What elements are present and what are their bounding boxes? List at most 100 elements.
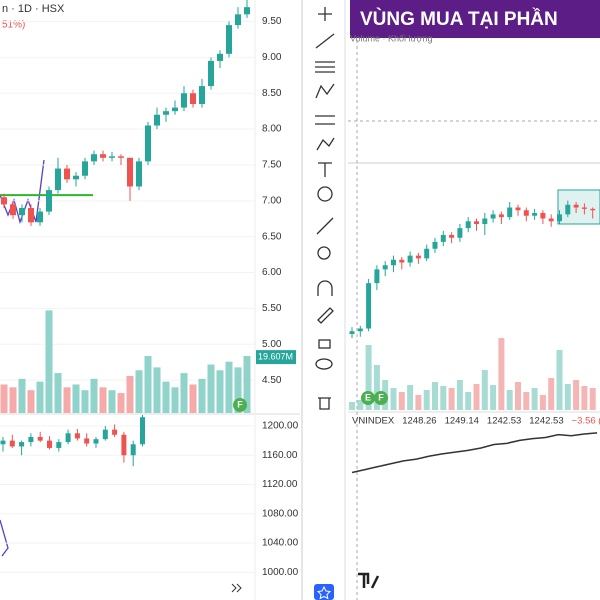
candle-body [217, 53, 223, 61]
candle-body [532, 213, 538, 216]
draw-mode-tool[interactable] [317, 307, 334, 324]
volume-bar [556, 350, 563, 410]
pattern-tool[interactable] [315, 83, 335, 99]
volume-bar [72, 384, 80, 413]
candle-body [366, 283, 372, 329]
candle-body [581, 207, 587, 209]
volume-bar [490, 385, 497, 410]
candle-body [349, 331, 355, 334]
candle-body [37, 211, 43, 223]
scroll-button[interactable] [231, 583, 242, 593]
candle-body [64, 168, 70, 180]
candle-body [55, 168, 61, 191]
candle-body [498, 214, 504, 218]
candle-body [163, 111, 169, 115]
zoom-tool[interactable] [317, 246, 331, 260]
volume-label-bg [256, 350, 296, 365]
candle-body [507, 207, 513, 218]
volume-bar [45, 310, 53, 413]
volume-bar [432, 382, 438, 410]
volume-bar [373, 365, 380, 410]
candle-body [357, 328, 363, 332]
volume-bar [456, 380, 463, 410]
banner [350, 0, 600, 38]
visibility-tool[interactable] [315, 358, 333, 370]
candle-body [0, 440, 6, 445]
volume-bar [81, 390, 89, 413]
candle-body [208, 60, 214, 87]
volume-bar [481, 370, 488, 410]
volume-bar [349, 402, 355, 410]
candle-body [37, 436, 43, 441]
candle-body [490, 214, 496, 219]
candle-body [424, 248, 430, 259]
ruler-tool[interactable] [316, 217, 334, 235]
crosshair-tool[interactable] [318, 7, 332, 21]
candle-body [145, 125, 151, 162]
volume-bar [515, 382, 521, 410]
volume-bar [506, 390, 513, 410]
volume-bar [144, 356, 152, 413]
volume-bar [548, 378, 555, 410]
candle-body [457, 228, 463, 238]
ohlc-text: VNINDEX [352, 416, 395, 427]
y-tick-label: 6.00 [262, 267, 282, 278]
candle-body [19, 208, 25, 216]
volume-bar [27, 390, 35, 413]
volume-bar [63, 387, 71, 413]
candle-body [415, 255, 421, 259]
y-tick-label: 7.50 [262, 160, 282, 171]
candle-body [121, 434, 127, 456]
volume-bar [234, 367, 242, 413]
channel-tool[interactable] [315, 61, 335, 73]
volume-bar [523, 392, 530, 410]
volume-bar [589, 388, 596, 410]
candle-body [118, 156, 124, 158]
volume-bar [162, 381, 170, 413]
volume-bar [198, 378, 206, 413]
volume-bar [357, 400, 364, 410]
text-tool[interactable] [318, 162, 332, 177]
ohlc-text: 1248.26 [402, 416, 436, 427]
candle-body [190, 93, 196, 104]
y-tick-label: 1120.00 [262, 479, 298, 490]
volume-bar [365, 345, 372, 410]
lock-tool[interactable] [318, 339, 331, 349]
magnet-tool[interactable] [317, 280, 333, 296]
line-tool[interactable] [315, 33, 335, 49]
favorite-button[interactable] [314, 584, 334, 600]
change-text: 51%) [2, 20, 25, 31]
fib-tool[interactable] [315, 115, 335, 125]
volume-bar [498, 338, 505, 410]
delete-tool[interactable] [318, 397, 331, 410]
xabcd-tool[interactable] [316, 137, 335, 151]
candle-body [112, 429, 118, 435]
candle-body [440, 235, 446, 242]
volume-bar [9, 387, 17, 413]
candle-body [73, 175, 79, 180]
volume-bar [171, 387, 179, 413]
candle-body [474, 221, 479, 224]
y-tick-label: 6.50 [262, 231, 282, 242]
volume-bar [117, 393, 125, 413]
volume-bar [465, 392, 472, 410]
candle-body [540, 213, 546, 219]
candle-body [47, 440, 52, 448]
volume-bar [573, 380, 580, 410]
volume-bar [539, 395, 546, 410]
drawing [0, 519, 9, 557]
volume-bar [448, 388, 455, 410]
ohlc-text: 1242.53 [529, 416, 563, 427]
volume-bar [90, 378, 98, 413]
candle-body [65, 433, 71, 443]
emoji-tool[interactable] [317, 186, 333, 202]
candle-body [28, 436, 34, 443]
candle-body [10, 204, 16, 216]
candle-body [130, 444, 136, 456]
candle-body [465, 221, 471, 229]
toolbar [314, 7, 335, 600]
candle-body [244, 7, 250, 15]
candle-body [109, 156, 115, 158]
